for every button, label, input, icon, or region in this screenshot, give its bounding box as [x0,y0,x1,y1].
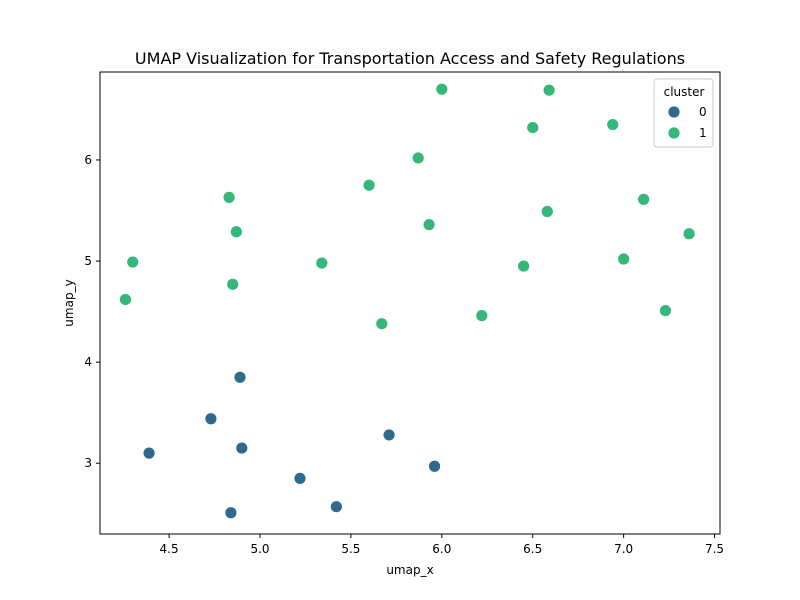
data-point-cluster-1-4 [411,151,425,165]
data-point-cluster-0-6 [329,500,343,514]
plot-area [119,82,696,520]
y-axis-label: umap_y [62,279,76,326]
data-point-cluster-1-18 [659,304,672,317]
data-point-cluster-1-10 [229,225,243,239]
x-axis-label: umap_x [386,563,433,577]
axes-frame [99,71,721,535]
legend: cluster 0 1 [653,78,714,148]
x-axis-ticks: 4.5 5.0 5.5 6.0 6.5 7.0 7.5 [160,534,724,556]
chart-title: UMAP Visualization for Transportation Ac… [135,49,685,68]
data-point-cluster-0-5 [224,506,238,520]
x-tick-label: 5.0 [250,542,269,556]
data-point-cluster-1-9 [422,218,436,232]
data-point-cluster-1-16 [226,277,240,291]
data-point-cluster-0-7 [382,428,396,442]
y-tick-label: 5 [84,254,92,268]
y-axis-ticks: 3 4 5 6 [84,153,100,470]
data-point-cluster-1-2 [526,121,540,135]
y-tick-label: 3 [84,456,92,470]
x-tick-label: 6.0 [432,542,451,556]
data-point-cluster-1-1 [542,83,556,97]
data-point-cluster-0-8 [428,459,441,473]
data-point-cluster-0-2 [142,446,156,460]
legend-label-cluster-0: 0 [699,105,707,119]
data-point-cluster-1-12 [126,255,140,269]
data-point-cluster-1-13 [315,256,329,270]
x-tick-label: 6.5 [523,542,542,556]
data-point-cluster-1-17 [119,293,132,306]
legend-title: cluster [664,85,705,99]
data-point-cluster-1-8 [540,205,554,218]
legend-marker-cluster-0 [667,105,681,119]
data-point-cluster-0-4 [293,471,307,485]
data-point-cluster-1-3 [606,118,620,131]
x-tick-label: 7.0 [614,542,633,556]
data-point-cluster-1-5 [362,178,376,192]
data-point-cluster-1-6 [222,190,236,204]
data-point-cluster-0-3 [235,441,249,455]
data-point-cluster-1-7 [637,192,651,206]
data-point-cluster-0-1 [204,412,218,426]
data-point-cluster-1-0 [435,82,449,96]
x-tick-label: 7.5 [705,542,724,556]
data-point-cluster-1-11 [682,227,696,241]
data-point-cluster-1-19 [475,309,489,323]
data-point-cluster-1-14 [517,259,531,273]
data-point-cluster-1-15 [617,252,631,266]
y-tick-label: 4 [84,355,92,369]
x-tick-label: 4.5 [160,542,179,556]
data-point-cluster-0-0 [233,370,247,384]
y-tick-label: 6 [84,153,92,167]
x-tick-label: 5.5 [341,542,360,556]
legend-label-cluster-1: 1 [699,126,707,140]
legend-marker-cluster-1 [667,126,681,140]
data-point-cluster-1-20 [375,317,389,331]
